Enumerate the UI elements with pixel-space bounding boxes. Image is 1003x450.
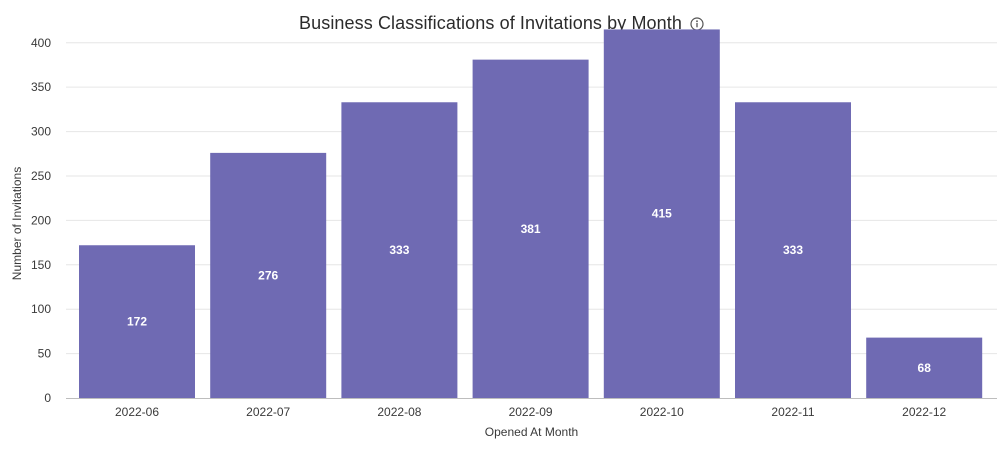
data-label: 333 <box>389 243 409 257</box>
data-label: 381 <box>521 222 541 236</box>
bar-2022-10[interactable] <box>603 29 720 398</box>
x-axis-ticks: 2022-06 2022-07 2022-08 2022-09 2022-10 2022-… <box>115 405 947 419</box>
x-tick-label: 2022-08 <box>377 405 421 419</box>
bar-2022-12[interactable] <box>866 337 983 398</box>
x-tick-label: 2022-09 <box>509 405 553 419</box>
bar-2022-07[interactable] <box>210 152 327 398</box>
y-tick-label: 0 <box>44 391 51 405</box>
bars <box>79 29 983 399</box>
bar-2022-11[interactable] <box>735 102 851 398</box>
data-labels: 172 276 333 381 415 333 68 <box>127 207 931 375</box>
data-label: 172 <box>127 315 147 329</box>
y-tick-label: 100 <box>31 302 51 316</box>
x-tick-label: 2022-12 <box>902 405 946 419</box>
chart-header: Business Classifications of Invitations … <box>0 10 1003 36</box>
bar-2022-06[interactable] <box>79 245 195 398</box>
y-axis-ticks: 0 50 100 150 200 250 300 350 400 <box>31 36 51 405</box>
y-tick-label: 250 <box>31 169 51 183</box>
y-tick-label: 300 <box>31 125 51 139</box>
y-axis-title: Number of Invitations <box>10 167 24 280</box>
bar-2022-09[interactable] <box>472 59 589 399</box>
x-tick-label: 2022-07 <box>246 405 290 419</box>
chart-title: Business Classifications of Invitations … <box>299 12 682 33</box>
bar-2022-08[interactable] <box>341 102 458 398</box>
data-label: 333 <box>783 243 803 257</box>
y-tick-label: 150 <box>31 258 51 272</box>
y-tick-label: 350 <box>31 80 51 94</box>
data-label: 415 <box>652 207 672 221</box>
y-tick-label: 200 <box>31 213 51 227</box>
data-label: 68 <box>918 361 932 375</box>
data-label: 276 <box>258 268 278 282</box>
x-tick-label: 2022-10 <box>640 405 684 419</box>
x-axis-title: Opened At Month <box>485 425 578 439</box>
y-tick-label: 400 <box>31 36 51 50</box>
x-tick-label: 2022-06 <box>115 405 159 419</box>
y-tick-label: 50 <box>38 347 52 361</box>
x-tick-label: 2022-11 <box>771 405 814 419</box>
